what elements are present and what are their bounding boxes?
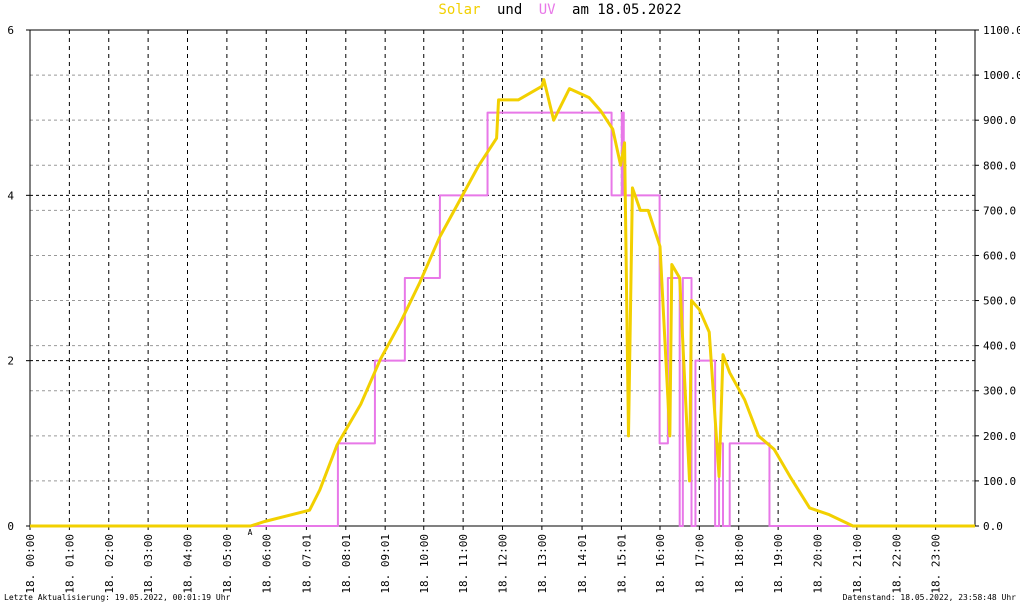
x-tick-label: 18. 13:00 xyxy=(536,534,549,594)
x-tick-label: 18. 15:01 xyxy=(615,534,628,594)
title-part: Solar xyxy=(438,2,480,18)
y2-tick-label: 1100.0 xyxy=(983,24,1020,37)
x-tick-label: 18. 19:00 xyxy=(772,534,785,594)
x-tick-label: 18. 11:00 xyxy=(457,534,470,594)
x-tick-label: 18. 00:00 xyxy=(24,534,37,594)
x-tick-label: 18. 02:00 xyxy=(103,534,116,594)
x-tick-label: 18. 14:01 xyxy=(576,534,589,594)
x-tick-label: 18. 10:00 xyxy=(418,534,431,594)
chart-title: Solar und UV am 18.05.2022 xyxy=(438,2,681,18)
x-tick-label: 18. 01:00 xyxy=(63,534,76,594)
x-tick-label: 18. 18:00 xyxy=(733,534,746,594)
x-tick-label: 18. 07:01 xyxy=(300,534,313,594)
y2-tick-label: 800.0 xyxy=(983,159,1016,172)
y2-tick-label: 600.0 xyxy=(983,249,1016,262)
footer-left: Letzte Aktualisierung: 19.05.2022, 00:01… xyxy=(4,593,231,602)
y-tick-label: 4 xyxy=(7,189,14,202)
title-part: und xyxy=(497,2,522,18)
x-tick-label: 18. 17:00 xyxy=(693,534,706,594)
x-tick-label: 18. 08:01 xyxy=(340,534,353,594)
y2-tick-label: 700.0 xyxy=(983,204,1016,217)
title-part: am 18.05.2022 xyxy=(572,2,682,18)
title-part: UV xyxy=(539,2,556,18)
plot-frame xyxy=(29,29,976,527)
y2-tick-label: 400.0 xyxy=(983,340,1016,353)
x-tick-label: 18. 12:00 xyxy=(497,534,510,594)
x-tick-label: 18. 22:00 xyxy=(890,534,903,594)
y-tick-label: 0 xyxy=(7,520,14,533)
x-tick-label: 18. 23:00 xyxy=(930,534,943,594)
annotation: A xyxy=(248,528,253,537)
x-tick-label: 18. 03:00 xyxy=(142,534,155,594)
x-tick-label: 18. 05:00 xyxy=(221,534,234,594)
footer-right: Datenstand: 18.05.2022, 23:58:48 Uhr xyxy=(843,593,1017,602)
y2-tick-label: 1000.0 xyxy=(983,69,1020,82)
x-tick-label: 18. 09:01 xyxy=(379,534,392,594)
y2-tick-label: 300.0 xyxy=(983,385,1016,398)
x-tick-label: 18. 20:00 xyxy=(812,534,825,594)
x-tick-label: 18. 04:00 xyxy=(182,534,195,594)
y2-tick-label: 900.0 xyxy=(983,114,1016,127)
x-tick-label: 18. 16:00 xyxy=(654,534,667,594)
y2-tick-label: 100.0 xyxy=(983,475,1016,488)
y2-tick-label: 500.0 xyxy=(983,295,1016,308)
y-tick-label: 6 xyxy=(7,24,14,37)
series-line xyxy=(30,78,975,528)
y-tick-label: 2 xyxy=(7,355,14,368)
x-tick-label: 18. 06:00 xyxy=(260,534,273,594)
y2-tick-label: 0.0 xyxy=(983,520,1003,533)
x-tick-label: 18. 21:00 xyxy=(851,534,864,594)
y2-tick-label: 200.0 xyxy=(983,430,1016,443)
